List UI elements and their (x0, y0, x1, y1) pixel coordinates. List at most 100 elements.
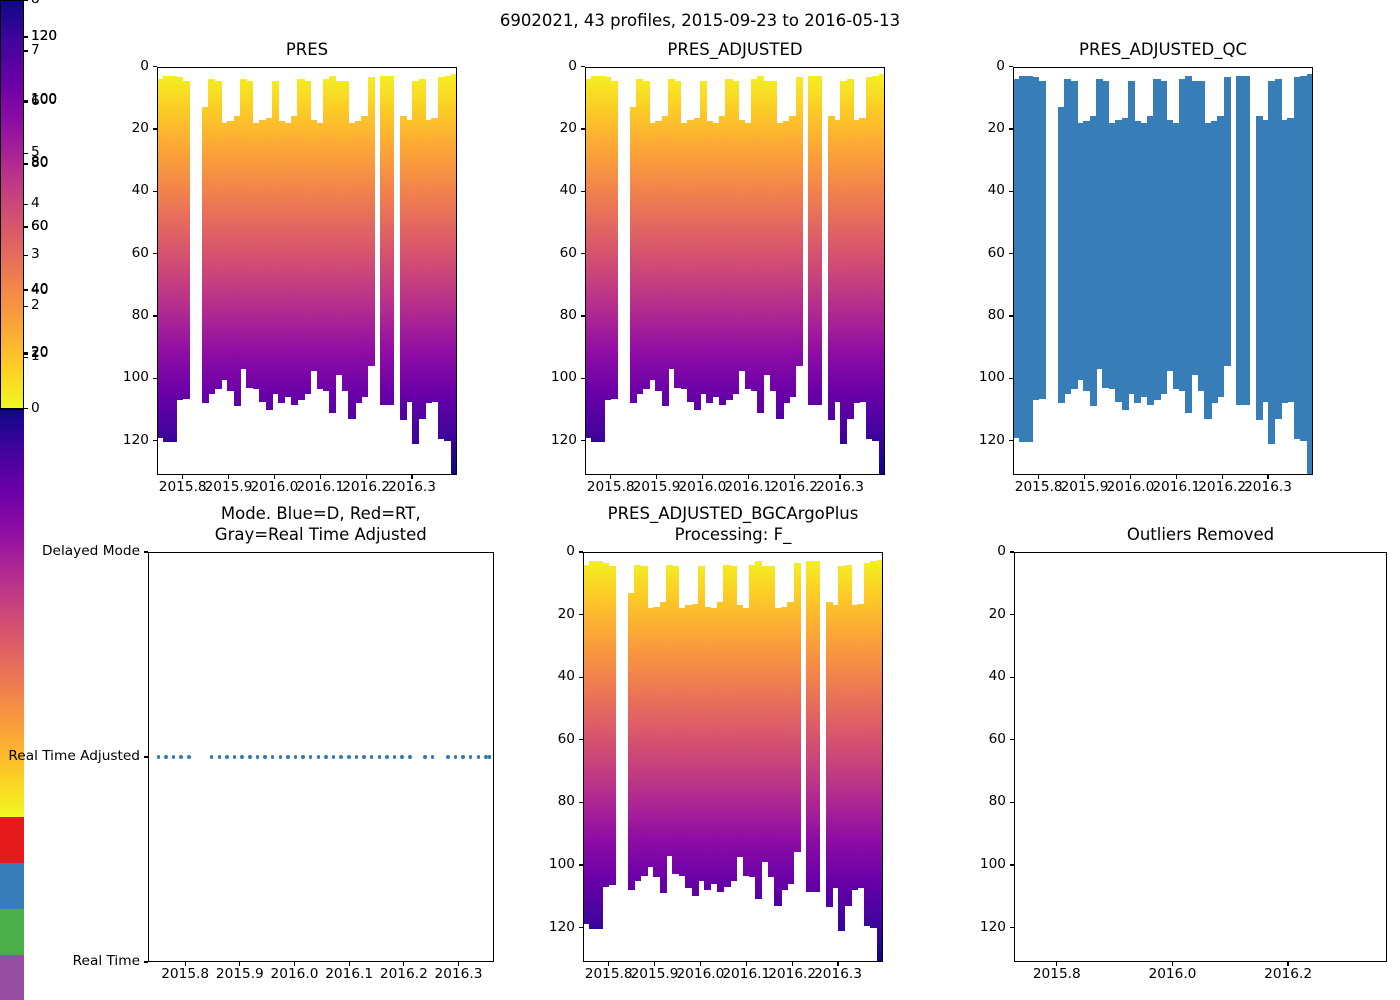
heatmap-column (648, 122, 656, 380)
x-tick-label: 2016.0 (270, 966, 319, 982)
heatmap-column (755, 561, 763, 900)
y-tick-label: 120 (122, 431, 149, 448)
heatmap-column (642, 80, 650, 390)
qc-column (1147, 116, 1155, 405)
x-tick (365, 475, 367, 479)
y-tick-label: 100 (979, 855, 1006, 872)
scatter-dot (240, 755, 244, 759)
scatter-dot (362, 755, 366, 759)
y-tick-label: 100 (548, 855, 575, 872)
qc-column (1236, 75, 1244, 405)
colorbar-tick (24, 99, 28, 102)
qc-column (1115, 119, 1123, 402)
y-tick (1008, 440, 1013, 442)
x-tick (839, 475, 841, 479)
qc-column (1300, 75, 1308, 441)
scatter-dot (156, 755, 161, 759)
y-tick (1008, 65, 1013, 68)
x-tick (608, 962, 610, 966)
heatmap-column (814, 75, 822, 405)
y-tick-label: 40 (987, 182, 1005, 199)
y-tick-label: 60 (988, 730, 1006, 747)
qc-column (1204, 122, 1212, 419)
x-tick (1175, 475, 1177, 479)
x-tick (1056, 962, 1058, 966)
x-tick-label: 2015.9 (215, 966, 264, 982)
x-tick-label: 2016.3 (1244, 479, 1292, 495)
colorbar-tick (24, 352, 28, 354)
y-tick-label: 20 (131, 119, 149, 136)
heatmap-column (680, 122, 688, 390)
qc-column (1134, 121, 1142, 404)
colorbar-tick (24, 290, 28, 292)
heatmap-column (706, 121, 714, 404)
qc-column (1108, 122, 1116, 390)
heatmap-column (418, 78, 426, 419)
heatmap-column (252, 122, 260, 390)
y-tick-label: 0 (997, 542, 1006, 559)
x-tick-label: 2015.8 (584, 966, 633, 982)
heatmap-column (865, 77, 873, 440)
scatter-dot (209, 755, 214, 759)
colorbar-tick-label: 60 (31, 217, 49, 234)
y-tick (1009, 864, 1014, 866)
y-tick (152, 252, 157, 255)
plot-area (1013, 66, 1313, 475)
heatmap-column (604, 77, 612, 401)
colorbar-tick (24, 203, 28, 205)
colorbar-tick (24, 407, 28, 410)
heatmap-column (227, 121, 235, 391)
colorbar-tick (24, 356, 28, 359)
x-tick (1038, 475, 1040, 479)
qc-column (1172, 122, 1180, 390)
x-tick-label: 2016.1 (724, 479, 773, 495)
heatmap-column (723, 564, 731, 887)
heatmap-column (787, 602, 795, 884)
y-tick (1009, 676, 1014, 678)
heatmap-column (585, 78, 593, 438)
subplot-title: PRES_ADJUSTED_BGCArgoPlus Processing: F_ (607, 504, 859, 545)
qc-column (1013, 78, 1021, 438)
heatmap-column (661, 116, 669, 407)
heatmap-column (678, 608, 686, 876)
y-tick (578, 739, 583, 741)
heatmap-column (742, 608, 750, 876)
y-tick-label: 20 (987, 119, 1005, 136)
scatter-dot (400, 755, 404, 759)
scatter-dot (347, 755, 351, 759)
x-tick-label: 2016.3 (388, 479, 436, 495)
heatmap-column (597, 75, 605, 443)
heatmap-column (857, 603, 865, 889)
heatmap-column (872, 75, 880, 441)
x-tick (184, 962, 186, 966)
heatmap-column (291, 116, 299, 405)
heatmap-column (744, 122, 752, 390)
heatmap-column (712, 122, 720, 398)
qc-column (1268, 80, 1276, 444)
heatmap-column (246, 80, 254, 388)
colorbar-tick-label: 80 (31, 154, 49, 171)
x-tick-label: 2016.2 (1198, 479, 1247, 495)
heatmap-column (878, 74, 885, 475)
colorbar-fill (0, 408, 24, 817)
colorbar-segment (0, 862, 24, 909)
heatmap-column (719, 116, 727, 405)
scatter-dot (369, 755, 374, 759)
heatmap-column (646, 608, 654, 867)
axes-frame (1013, 66, 1313, 475)
x-tick (701, 475, 704, 479)
heatmap-column (380, 75, 388, 405)
colorbar-tick (24, 226, 28, 228)
qc-column (1025, 75, 1033, 443)
x-tick (837, 962, 839, 966)
heatmap-column (583, 564, 591, 925)
plot-area (585, 66, 885, 475)
y-tick (1008, 377, 1013, 379)
y-tick (1009, 801, 1014, 804)
heatmap-column (763, 80, 771, 376)
heatmap-column (627, 592, 635, 890)
heatmap-column (169, 75, 177, 443)
x-tick (348, 962, 350, 966)
heatmap-column (608, 566, 616, 886)
